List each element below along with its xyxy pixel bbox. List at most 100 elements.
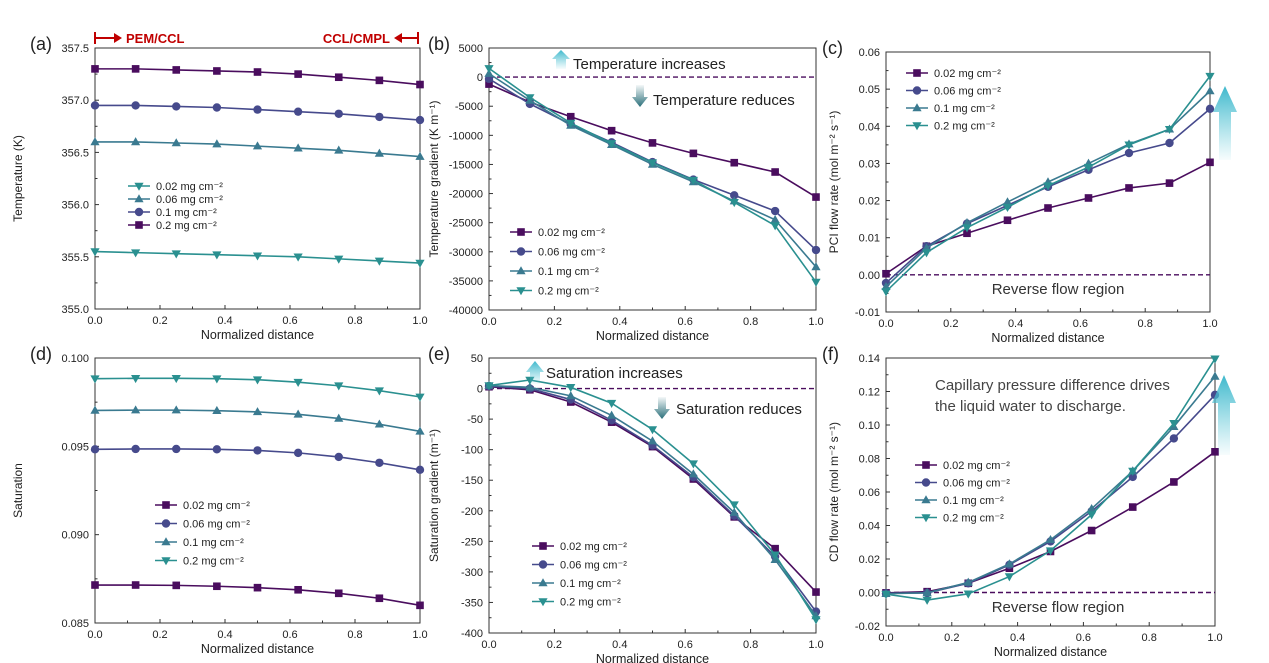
data-point (607, 399, 617, 409)
data-point (375, 112, 384, 122)
data-point (770, 222, 780, 231)
panel-b: 0.0 0.2 0.4 0.6 0.8 1.0 -40000 -35000 -30000 -250… (427, 34, 824, 343)
legend-item: 0.2 mg cm⁻² (532, 597, 621, 609)
x-tick-label: 0.0 (87, 315, 102, 327)
sat-increases-annotation: Saturation increases (526, 361, 683, 384)
series-3 (90, 248, 425, 268)
panel-letter: (c) (822, 38, 843, 58)
data-point (881, 590, 891, 599)
data-point (171, 250, 181, 259)
legend-label: 0.1 mg cm⁻² (934, 103, 995, 115)
data-point (415, 259, 425, 268)
ccl-cmpl-arrowhead-icon (394, 33, 402, 43)
legend-item: 0.02 mg cm⁻² (906, 68, 1001, 80)
data-point (293, 448, 303, 458)
y-tick-label: 0.12 (859, 387, 880, 399)
series-line (885, 451, 1216, 594)
x-tick-label: 0.2 (152, 629, 167, 641)
y-axis-label: CD flow rate (mol m⁻² s⁻¹) (827, 422, 841, 562)
data-point (1087, 503, 1097, 513)
data-point (963, 590, 973, 599)
data-point (131, 444, 140, 454)
x-tick-label: 1.0 (412, 629, 427, 641)
data-point (131, 65, 140, 73)
data-point (1164, 125, 1175, 135)
legend-item: 0.1 mg cm⁻² (155, 537, 244, 549)
data-point (729, 507, 739, 516)
data-point (962, 224, 972, 233)
data-point (375, 594, 384, 603)
data-point (415, 465, 425, 475)
x-tick-label: 0.4 (217, 629, 232, 641)
y-tick-label: -350 (461, 597, 483, 609)
x-tick-label: 0.0 (878, 632, 893, 644)
data-point (172, 102, 181, 111)
legend-label: 0.06 mg cm⁻² (156, 194, 223, 206)
data-point (415, 426, 425, 435)
y-tick-label: 0.10 (859, 420, 880, 432)
legend-marker (538, 560, 548, 569)
x-tick-label: 0.8 (347, 315, 362, 327)
data-point (647, 159, 658, 168)
data-point (1087, 526, 1096, 535)
series-0 (485, 80, 820, 201)
panel-letter: (e) (428, 344, 450, 364)
y-tick-label: 0.14 (859, 353, 880, 365)
x-axis-label: Normalized distance (994, 645, 1107, 659)
x-tick-label: 0.2 (944, 632, 959, 644)
y-tick-label: 0.04 (859, 121, 880, 133)
data-point (172, 66, 181, 74)
data-point (1211, 448, 1219, 456)
temp-increases-label: Temperature increases (573, 56, 726, 73)
x-tick-label: 0.0 (481, 316, 496, 328)
x-tick-label: 0.2 (547, 639, 562, 651)
data-point (334, 73, 343, 82)
data-point (171, 138, 181, 147)
data-point (90, 405, 100, 414)
temp-reduces-annotation: Temperature reduces (632, 85, 795, 109)
legend: 0.02 mg cm⁻² 0.06 mg cm⁻² 0.1 mg cm⁻² 0.2 m… (915, 460, 1010, 525)
x-tick-label: 0.0 (87, 629, 102, 641)
legend-marker (135, 221, 143, 229)
legend-label: 0.2 mg cm⁻² (183, 556, 244, 568)
data-point (566, 384, 576, 393)
series-0 (91, 581, 424, 610)
y-tick-label: -30000 (449, 247, 483, 259)
data-point (213, 582, 221, 591)
y-tick-label: 0.05 (859, 84, 880, 96)
legend-marker (538, 598, 548, 607)
y-tick-label: 356.0 (61, 200, 89, 212)
data-point (484, 65, 494, 74)
y-axis-label: Temperature gradient (K m⁻¹) (427, 100, 441, 257)
data-point (294, 70, 302, 78)
data-point (253, 446, 262, 455)
legend-marker (516, 247, 526, 256)
x-tick-label: 0.6 (282, 629, 297, 641)
data-point (688, 469, 698, 478)
series-3 (484, 376, 821, 625)
data-point (484, 382, 494, 391)
data-point (334, 413, 344, 422)
x-axis-label: Normalized distance (201, 642, 314, 656)
data-point (962, 218, 972, 227)
series-1 (90, 101, 425, 125)
data-point (334, 109, 343, 118)
data-point (334, 589, 343, 598)
data-point (375, 458, 384, 467)
series-3 (90, 375, 425, 402)
data-point (90, 445, 100, 454)
plot-frame (488, 357, 817, 634)
series-1 (90, 444, 425, 475)
data-point (131, 137, 141, 146)
panel-c: 0.0 0.2 0.4 0.6 0.8 1.0 -0.01 0.00 0.01 0.02 0.03 0… (822, 38, 1218, 345)
data-point (730, 158, 739, 167)
data-point (771, 544, 779, 553)
y-tick-label: 0.090 (61, 530, 89, 542)
data-point (1045, 534, 1056, 544)
series-line (488, 384, 817, 617)
data-point (770, 551, 780, 560)
data-point (375, 76, 384, 85)
up-arrow-icon (526, 361, 544, 384)
data-point (293, 378, 303, 388)
legend-item: 0.06 mg cm⁻² (906, 86, 1001, 98)
